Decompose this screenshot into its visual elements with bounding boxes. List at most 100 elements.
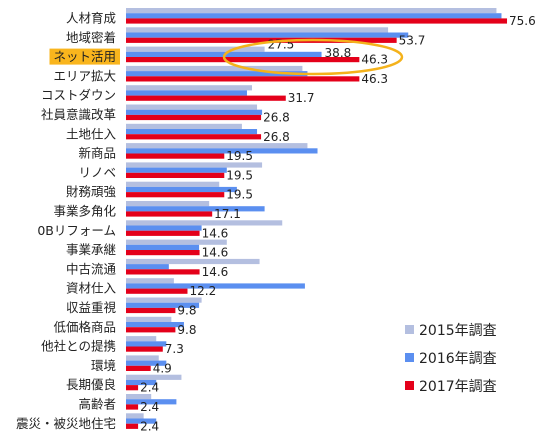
bar-2016年調査-3 <box>126 71 308 77</box>
bar-2017年調査-13 <box>126 269 200 275</box>
category-label: 事業多角化 <box>53 204 116 219</box>
bar-2015年調査-10 <box>126 201 210 207</box>
category-label: 土地仕入 <box>66 126 117 141</box>
category-label: 震災・被災地住宅 <box>16 416 116 431</box>
bar-2017年調査-16 <box>126 327 176 333</box>
bar-2015年調査-3 <box>126 65 303 72</box>
legend-label: 2016年調査 <box>419 351 497 367</box>
bar-2015年調査-18 <box>126 355 159 361</box>
bar-2017年調査-21 <box>126 423 139 429</box>
legend: 2015年調査 2016年調査 2017年調査 <box>405 323 497 395</box>
legend-label: 2015年調査 <box>419 323 497 339</box>
category-label: 高齢者 <box>78 397 116 412</box>
bar-2016年調査-6 <box>126 129 258 135</box>
bar-2017年調査-6 <box>126 134 262 140</box>
bar-2017年調査-0 <box>126 18 508 24</box>
bar-2015年調査-21 <box>126 413 144 419</box>
bar-2016年調査-15 <box>126 302 200 308</box>
category-label: 長期優良 <box>66 377 116 392</box>
value-label: 9.8 <box>177 304 196 318</box>
value-label: 14.6 <box>202 246 229 260</box>
category-highlight <box>49 48 120 65</box>
bar-2015年調査-13 <box>126 258 260 265</box>
bar-2015年調査-7 <box>126 143 308 149</box>
value-label: 2.4 <box>140 400 159 414</box>
value-label-annotated: 38.8 <box>325 46 352 60</box>
value-label: 14.6 <box>202 265 229 279</box>
bar-2017年調査-9 <box>126 192 225 198</box>
bar-2017年調査-8 <box>126 172 225 178</box>
bar-2015年調査-2 <box>126 46 265 52</box>
bar-2015年調査-8 <box>126 162 263 168</box>
bar-2016年調査-4 <box>126 90 247 96</box>
bar-2017年調査-19 <box>126 385 139 391</box>
bar-2015年調査-12 <box>126 239 227 245</box>
value-label: 12.2 <box>189 284 216 298</box>
category-labels: 人材育成地域密着ネット活用エリア拡大コストダウン社員意識改革土地仕入新商品リノベ… <box>16 11 120 431</box>
value-label: 2.4 <box>140 381 159 395</box>
bar-2015年調査-4 <box>126 85 252 91</box>
category-label: リノベ <box>78 165 116 180</box>
bar-2016年調査-11 <box>126 225 202 231</box>
bar-2016年調査-17 <box>126 341 167 347</box>
value-label: 14.6 <box>202 226 229 240</box>
bar-2016年調査-20 <box>126 399 177 405</box>
legend-label: 2017年調査 <box>419 379 497 395</box>
bar-2015年調査-0 <box>126 8 497 14</box>
category-label: 地域密着 <box>66 30 116 45</box>
category-label: 中古流通 <box>66 261 117 276</box>
value-label: 19.5 <box>226 149 253 163</box>
value-label: 4.9 <box>153 361 172 375</box>
value-label: 26.8 <box>263 111 290 125</box>
value-label: 7.3 <box>165 342 184 356</box>
bar-2017年調査-10 <box>126 211 213 217</box>
bar-2016年調査-14 <box>126 283 305 289</box>
legend-swatch <box>405 325 414 334</box>
value-label: 46.3 <box>361 72 388 86</box>
category-label: 低価格商品 <box>53 319 116 334</box>
bar-2016年調査-5 <box>126 109 263 115</box>
highlight-ellipse <box>222 38 404 76</box>
bar-2015年調査-20 <box>126 394 152 400</box>
bar-2016年調査-10 <box>126 206 265 212</box>
category-label: 資材仕入 <box>66 281 117 296</box>
bar-2015年調査-11 <box>126 220 283 226</box>
legend-swatch <box>405 353 414 362</box>
value-label: 26.8 <box>263 130 290 144</box>
bar-2017年調査-12 <box>126 250 200 256</box>
value-label: 19.5 <box>226 188 253 202</box>
value-label: 46.3 <box>361 53 388 67</box>
bar-2015年調査-19 <box>126 374 182 380</box>
category-label: 環境 <box>91 358 116 373</box>
bar-2015年調査-1 <box>126 27 389 33</box>
value-label: 19.5 <box>226 168 253 182</box>
category-label: 新商品 <box>78 146 116 161</box>
bar-2016年調査-9 <box>126 186 237 193</box>
category-label: 他社との提携 <box>41 339 116 354</box>
bar-2017年調査-4 <box>126 95 286 101</box>
bar-2017年調査-1 <box>126 37 397 43</box>
bar-2017年調査-14 <box>126 288 188 294</box>
category-label: ネット活用 <box>53 49 116 64</box>
bar-2015年調査-14 <box>126 278 174 284</box>
bar-2017年調査-3 <box>126 76 360 82</box>
bar-2016年調査-21 <box>126 418 157 424</box>
bar-2015年調査-9 <box>126 181 220 187</box>
value-label: 53.7 <box>399 33 426 47</box>
category-label: 人材育成 <box>66 11 116 26</box>
bar-2017年調査-11 <box>126 230 200 236</box>
bar-2017年調査-18 <box>126 365 151 371</box>
bar-2016年調査-7 <box>126 148 318 154</box>
bar-2016年調査-0 <box>126 13 502 19</box>
legend-swatch <box>405 381 414 390</box>
bars <box>126 8 508 429</box>
bar-2016年調査-18 <box>126 360 167 366</box>
category-label: 財務頑強 <box>66 184 117 199</box>
bar-2017年調査-2 <box>126 57 360 63</box>
value-label: 2.4 <box>140 419 159 433</box>
bar-2016年調査-12 <box>126 244 200 250</box>
category-label: 0Bリフォーム <box>37 223 116 238</box>
bar-2017年調査-7 <box>126 153 225 159</box>
bar-2016年調査-1 <box>126 32 409 38</box>
